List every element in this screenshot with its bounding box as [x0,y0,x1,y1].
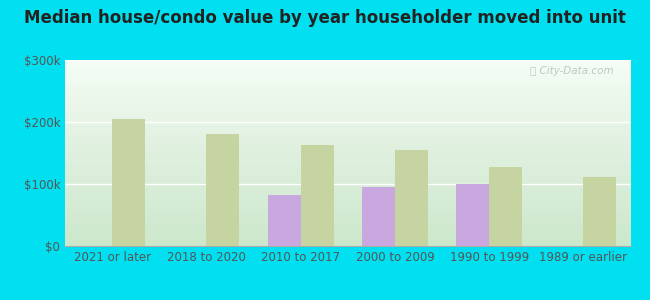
Bar [489,167,522,246]
Bar [112,119,145,246]
Bar [456,184,489,246]
Bar [395,150,428,246]
Bar [584,177,616,246]
Text: ⓘ City-Data.com: ⓘ City-Data.com [530,66,614,76]
Bar [300,145,333,246]
Text: Median house/condo value by year householder moved into unit: Median house/condo value by year househo… [24,9,626,27]
Bar [362,187,395,246]
Bar [207,134,239,246]
Bar [268,195,300,246]
